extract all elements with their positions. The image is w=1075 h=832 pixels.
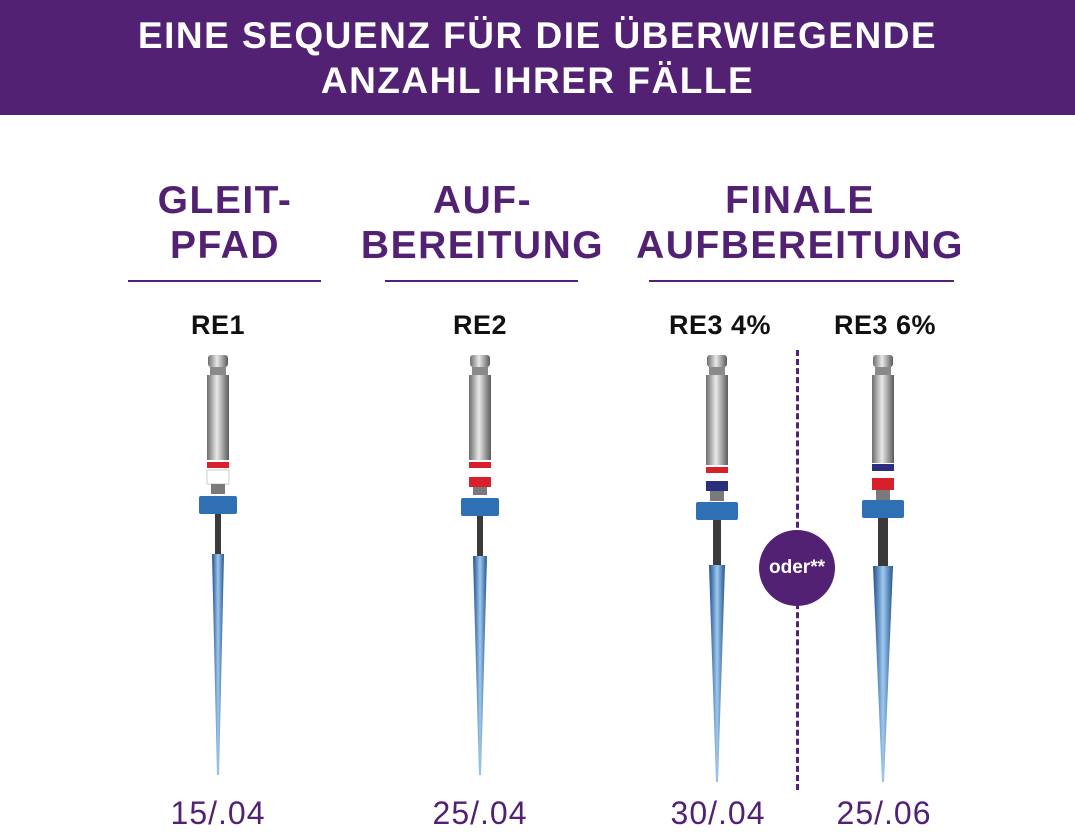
heading-finale-aufbereitung: FINALE AUFBEREITUNG	[630, 178, 970, 268]
file-re3-4-image	[696, 355, 738, 782]
file-re3-6-image	[862, 355, 904, 782]
heading-finale-line-2: AUFBEREITUNG	[636, 224, 964, 267]
heading-aufbereitung: AUF- BEREITUNG	[355, 178, 610, 268]
oder-badge: oder**	[759, 530, 835, 606]
heading-gleitpfad-line-1: GLEIT-	[157, 179, 293, 222]
heading-underline	[649, 280, 954, 282]
heading-gleitpfad: GLEIT- PFAD	[125, 178, 325, 268]
file-re2-image	[461, 355, 499, 775]
file-re1-image	[199, 355, 237, 775]
file-name-re2: RE2	[452, 310, 508, 340]
heading-aufbereitung-line-2: BEREITUNG	[360, 224, 605, 267]
heading-finale-line-1: FINALE	[725, 179, 875, 222]
heading-underline	[385, 280, 578, 282]
size-label-re3-4: 30/.04	[670, 795, 766, 831]
size-label-re1: 15/.04	[170, 795, 266, 831]
banner-line-1: EINE SEQUENZ FÜR DIE ÜBERWIEGENDE	[137, 14, 938, 56]
file-name-re3-4: RE3 4%	[668, 310, 772, 340]
size-label-re2: 25/.04	[432, 795, 528, 831]
heading-aufbereitung-line-1: AUF-	[432, 179, 533, 222]
file-name-re1: RE1	[190, 310, 246, 340]
banner-line-2: ANZAHL IHRER FÄLLE	[320, 59, 755, 101]
title-banner: EINE SEQUENZ FÜR DIE ÜBERWIEGENDE ANZAHL…	[0, 0, 1075, 115]
file-name-re3-6: RE3 6%	[833, 310, 937, 340]
size-label-re3-6: 25/.06	[836, 795, 932, 831]
heading-gleitpfad-line-2: PFAD	[169, 224, 280, 267]
heading-underline	[128, 280, 321, 282]
